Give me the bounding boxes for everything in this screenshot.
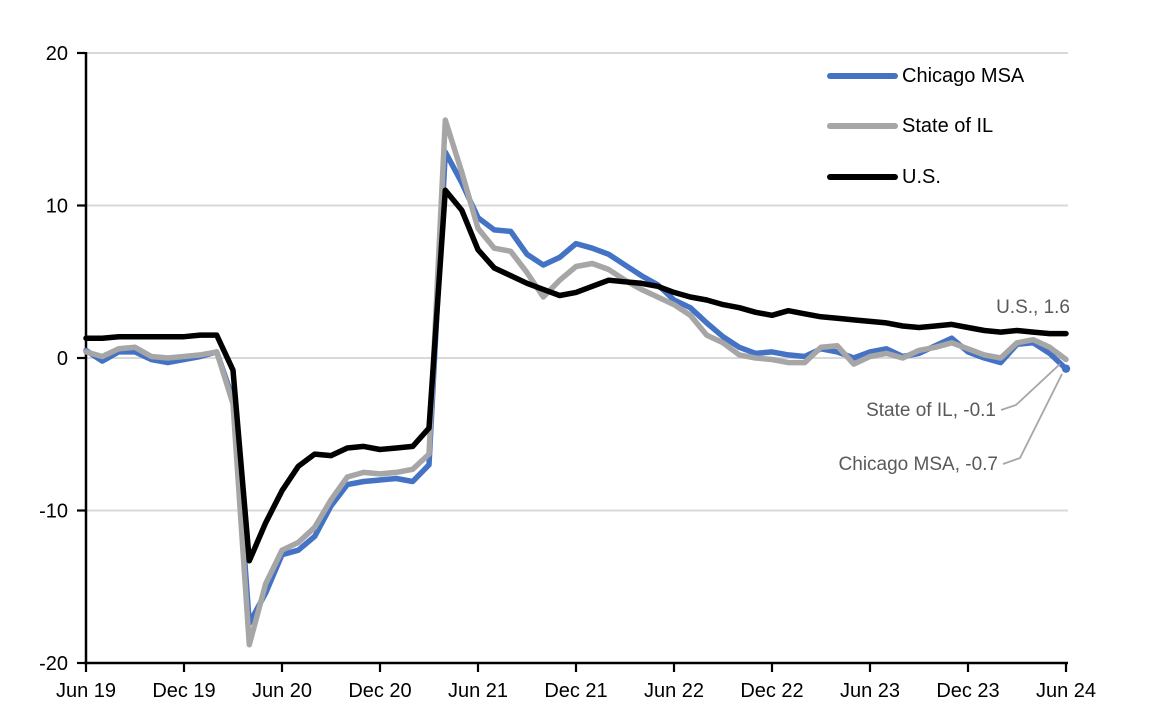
y-tick-label--10: -10 <box>39 501 68 523</box>
legend-swatch-state-of-il <box>827 123 898 129</box>
legend-item-chicago-msa: Chicago MSA <box>827 66 1024 86</box>
legend-item-state-of-il: State of IL <box>827 116 993 136</box>
x-tick-label-jun-19: Jun 19 <box>56 680 116 702</box>
legend-swatch-chicago-msa <box>827 73 898 79</box>
x-tick-label-dec-19: Dec 19 <box>152 680 215 702</box>
series-line-u-s <box>83 187 1069 564</box>
annotation-us-end-value: U.S., 1.6 <box>996 297 1070 318</box>
series-line-state-of-il <box>83 117 1069 648</box>
leader-line-state-of-il <box>1000 363 1061 411</box>
legend-item-us: U.S. <box>827 167 941 187</box>
legend-label-chicago-msa: Chicago MSA <box>902 65 1025 87</box>
x-tick-label-jun-24: Jun 24 <box>1036 680 1096 702</box>
legend-label-us: U.S. <box>902 166 941 188</box>
y-tick-label--20: -20 <box>39 653 68 675</box>
chicago-msa-end-marker <box>1061 364 1071 373</box>
annotation-state-of-il-end-value: State of IL, -0.1 <box>866 400 996 421</box>
x-tick-label-jun-21: Jun 21 <box>448 680 508 702</box>
annotation-chicago-msa-end-value: Chicago MSA, -0.7 <box>838 454 998 475</box>
x-tick-label-dec-22: Dec 22 <box>740 680 803 702</box>
x-tick-label-jun-23: Jun 23 <box>840 680 900 702</box>
y-tick-label-10: 10 <box>46 196 68 218</box>
x-tick-label-dec-21: Dec 21 <box>544 680 607 702</box>
y-tick-label-20: 20 <box>46 43 68 65</box>
x-tick-label-jun-22: Jun 22 <box>644 680 704 702</box>
legend-swatch-us <box>827 174 898 180</box>
leader-line-chicago-msa <box>1002 373 1063 465</box>
y-tick-label-0: 0 <box>57 348 68 370</box>
x-tick-label-dec-20: Dec 20 <box>348 680 411 702</box>
x-tick-label-jun-20: Jun 20 <box>252 680 312 702</box>
x-tick-label-dec-23: Dec 23 <box>936 680 999 702</box>
legend-label-state-of-il: State of IL <box>902 115 994 137</box>
